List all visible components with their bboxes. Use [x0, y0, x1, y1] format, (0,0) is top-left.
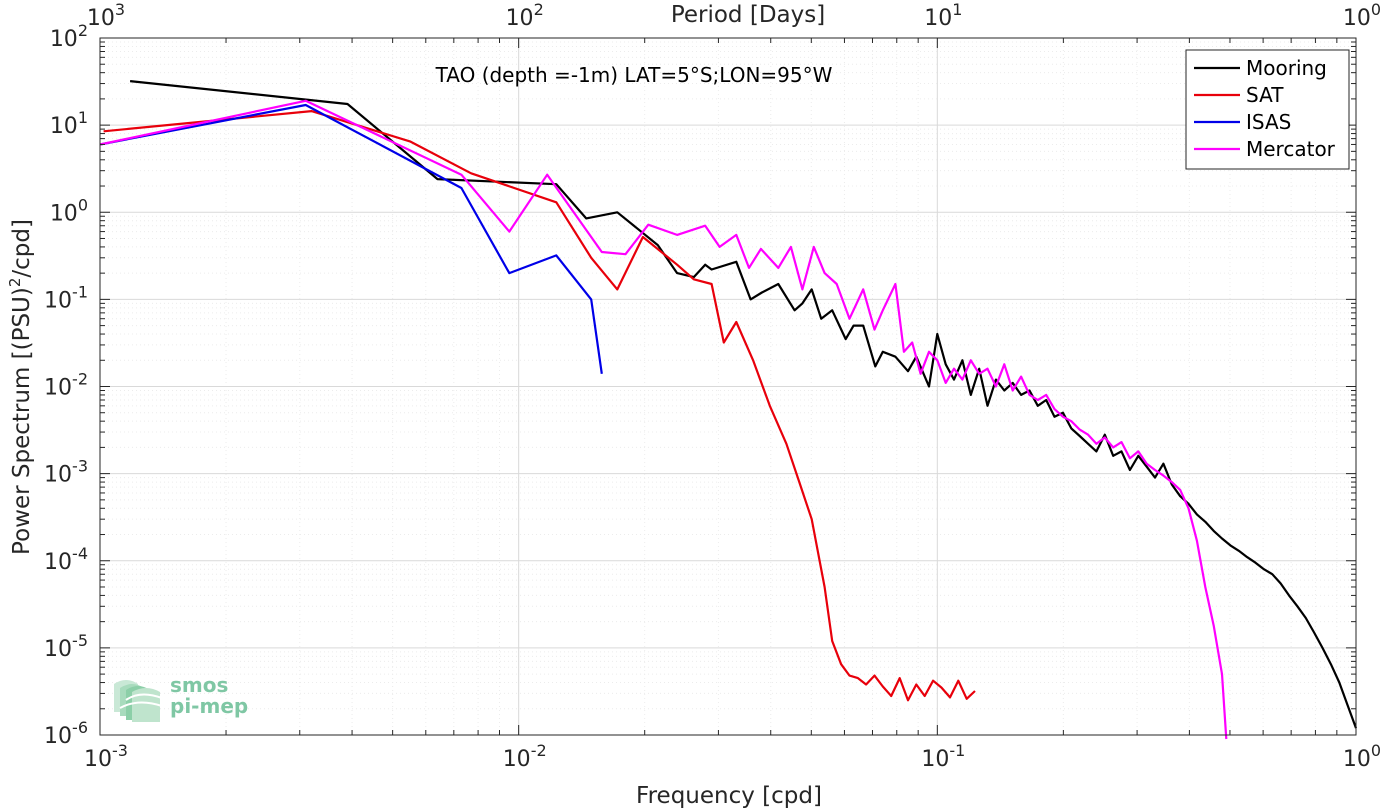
y-tick-label: 10-5 [44, 631, 88, 662]
top-tick-label: 101 [924, 0, 962, 31]
x-tick-label: 10-1 [921, 741, 965, 772]
y-axis-label: Power Spectrum [(PSU)2/cpd] [6, 219, 35, 555]
y-axis-label-main: Power Spectrum [(PSU) [9, 287, 35, 555]
y-axis-label-sup: 2 [6, 278, 24, 288]
smos-logo: smos pi-mep [114, 673, 248, 722]
logo-mark-icon [114, 680, 163, 722]
x-axis-label: Frequency [cpd] [636, 783, 822, 809]
x-tick-label: 10-3 [84, 741, 128, 772]
legend-label-mercator: Mercator [1246, 137, 1336, 161]
y-tick-label: 102 [50, 21, 88, 52]
top-tick-label: 102 [506, 0, 544, 31]
x-tick-label: 10-2 [503, 741, 547, 772]
logo-text-line1: smos [170, 673, 228, 697]
y-tick-label: 10-6 [44, 718, 88, 749]
top-tick-label: 103 [87, 0, 125, 31]
legend-label-mooring: Mooring [1246, 56, 1327, 80]
logo-text-line2: pi-mep [170, 694, 248, 718]
y-tick-label: 101 [50, 108, 88, 139]
top-axis-label: Period [Days] [671, 2, 825, 28]
legend-label-isas: ISAS [1246, 110, 1291, 134]
chart-title: TAO (depth =-1m) LAT=5°S;LON=95°W [435, 63, 833, 87]
series-group [99, 80, 1358, 740]
tick-marks [99, 38, 1356, 736]
y-tick-label: 10-3 [44, 457, 88, 488]
grid-lines [99, 38, 1356, 736]
y-axis-label-tail: /cpd] [9, 219, 35, 278]
y-tick-label: 100 [50, 195, 88, 226]
top-tick-label: 100 [1343, 0, 1381, 31]
series-line-sat [103, 109, 976, 702]
series-line-mercator [99, 99, 1228, 740]
legend: Mooring SAT ISAS Mercator [1185, 49, 1350, 170]
y-tick-label: 10-4 [44, 544, 88, 575]
series-line-mooring [129, 80, 1358, 729]
y-tick-label: 10-1 [44, 282, 88, 313]
series-line-isas [99, 103, 603, 374]
x-tick-label: 100 [1343, 741, 1381, 772]
legend-label-sat: SAT [1246, 83, 1284, 107]
y-tick-label: 10-2 [44, 370, 88, 401]
